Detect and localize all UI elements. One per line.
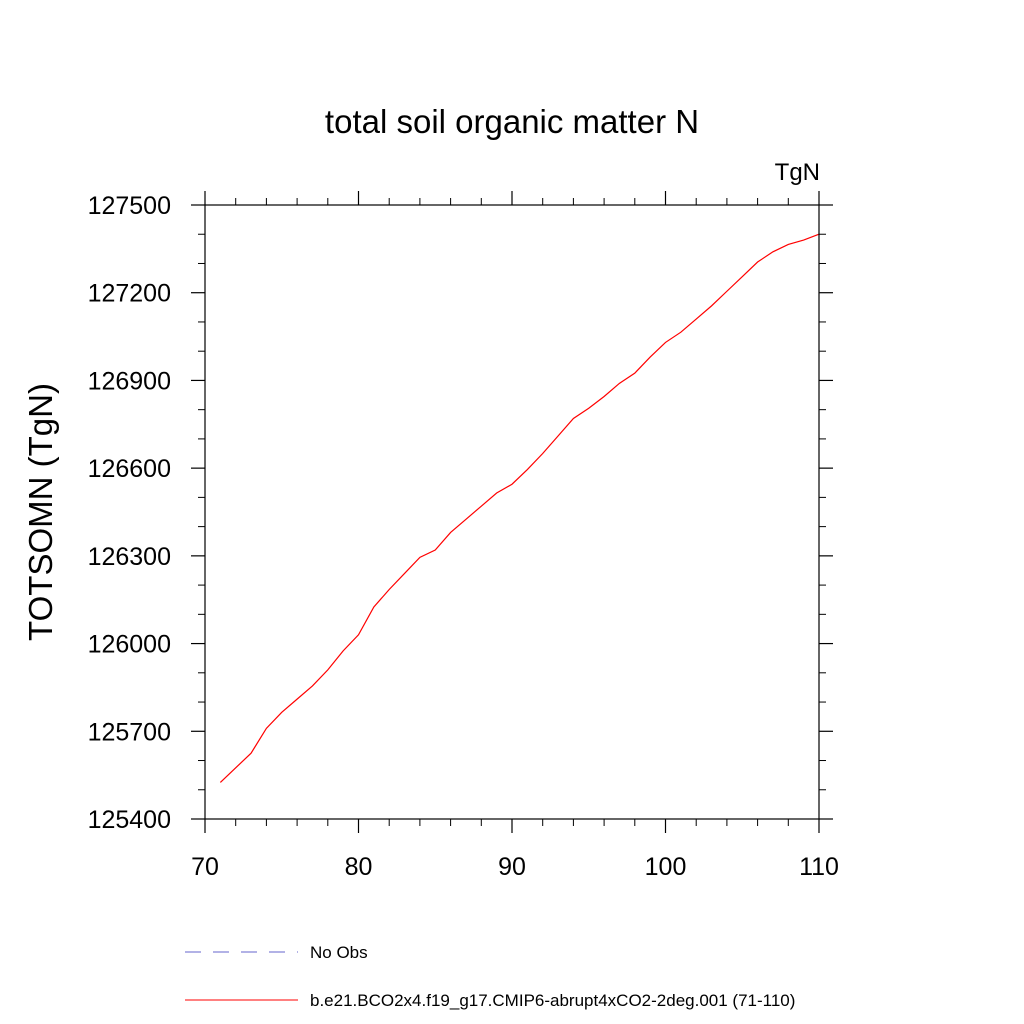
legend: No Obs b.e21.BCO2x4.f19_g17.CMIP6-abrupt4… [185, 943, 795, 1010]
y-tick-label: 125700 [88, 718, 171, 746]
y-tick-label: 125400 [88, 806, 171, 834]
y-tick-label: 126000 [88, 631, 171, 659]
y-tick-label: 127500 [88, 192, 171, 220]
legend-label-1: b.e21.BCO2x4.f19_g17.CMIP6-abrupt4xCO2-2… [310, 991, 795, 1010]
series-lines [219, 233, 820, 783]
y-tick-label: 126900 [88, 367, 171, 395]
plot-frame [204, 204, 820, 820]
x-tick-label: 110 [799, 853, 839, 881]
axis-ticks [191, 191, 833, 833]
x-tick-label: 80 [345, 853, 373, 881]
y-tick-label: 126600 [88, 455, 171, 483]
x-tick-label: 100 [645, 853, 687, 881]
x-tick-label: 70 [191, 853, 219, 881]
units-label: TgN [775, 159, 820, 186]
legend-label-0: No Obs [310, 943, 368, 962]
y-tick-label: 126300 [88, 543, 171, 571]
tick-labels: 70 80 90 100 110 125400 125700 126000 126300 1266… [88, 192, 839, 881]
chart-title: total soil organic matter N [325, 103, 699, 140]
series-line-1 [219, 233, 820, 783]
x-tick-label: 90 [498, 853, 526, 881]
y-axis-label: TOTSOMN (TgN) [22, 383, 59, 641]
y-tick-label: 127200 [88, 280, 171, 308]
